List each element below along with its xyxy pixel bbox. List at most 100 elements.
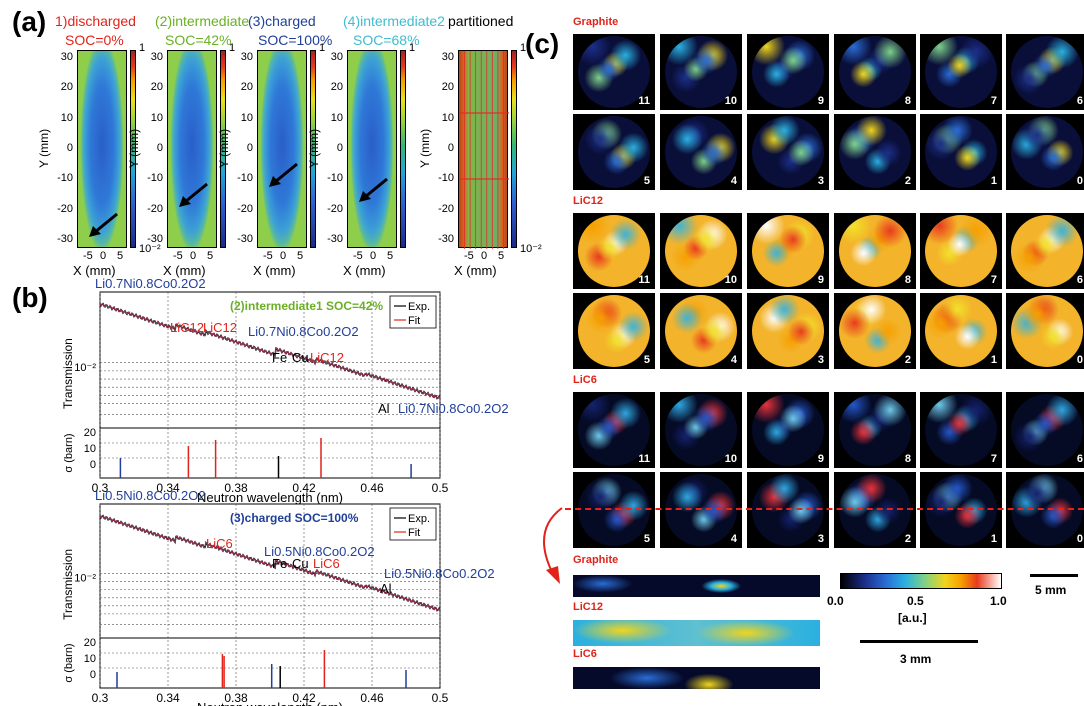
y-tick: -10	[57, 172, 73, 185]
tomogram-disc	[839, 295, 911, 367]
x-tick: 0.34	[156, 691, 180, 705]
tomogram-tile: 0	[1006, 114, 1084, 190]
sigma-frame	[99, 427, 441, 479]
section-title: LiC12	[573, 601, 603, 613]
x-axis-label: X (mm)	[253, 263, 296, 278]
tomogram-tile: 9	[747, 213, 829, 289]
slice-number: 3	[817, 175, 824, 187]
state-title: (3)charged	[248, 13, 316, 29]
slice-number: 9	[817, 95, 824, 107]
x-tick: 0.5	[432, 691, 449, 705]
slice-number: 3	[817, 354, 824, 366]
annotation-label: LiC12	[310, 350, 344, 365]
y-tick: -10	[438, 172, 454, 185]
annotation-label: LiC12	[203, 320, 237, 335]
arrow-icon	[359, 177, 388, 202]
y-tick: 0	[156, 142, 163, 154]
colorbar-max: 1	[229, 42, 236, 54]
y-tick: -20	[327, 202, 343, 215]
tomogram-disc	[665, 215, 737, 287]
slice-number: 5	[643, 354, 650, 366]
tomogram-disc	[1011, 215, 1083, 287]
x-tick: 0.42	[292, 691, 316, 705]
y-tick: 30	[150, 51, 163, 63]
tomogram-disc	[665, 36, 737, 108]
y-tick: 10⁻²	[74, 573, 96, 585]
slice-number: 1	[990, 175, 997, 187]
tomogram-tile: 11	[573, 213, 655, 289]
colorbar-min: 10⁻²	[139, 243, 161, 255]
slice-number: 6	[1076, 95, 1083, 107]
y-tick: 30	[330, 51, 343, 63]
tomogram-tile: 8	[834, 392, 916, 468]
legend-label: Exp.	[408, 513, 430, 525]
tomogram-tile: 2	[834, 472, 916, 548]
y-tick: 0	[246, 142, 253, 154]
section-strip	[573, 575, 820, 597]
scale-label-3mm: 3 mm	[900, 652, 932, 666]
x-tick: 0.42	[292, 481, 316, 495]
sigma-tick: 20	[84, 637, 96, 649]
x-tick: 0.38	[224, 481, 248, 495]
colorbar-max: 1	[319, 42, 326, 54]
y-tick: 30	[60, 51, 73, 63]
annotation-label: LiC12	[170, 320, 204, 335]
legend-box	[389, 507, 437, 541]
y-tick: 10	[150, 111, 163, 124]
annotation-label: LiC6	[206, 536, 233, 551]
tomogram-tile: 1	[920, 114, 1002, 190]
colorbar-horizontal	[840, 573, 1002, 589]
section-title: LiC6	[573, 648, 597, 660]
sigma-tick: 10	[84, 653, 96, 665]
x-tick: 0.46	[360, 481, 384, 495]
slice-number: 4	[730, 533, 737, 545]
y-tick: 10	[441, 111, 454, 124]
panel-b-plots: 0.3 0.34 0.38 0.42 0.46 0.5 20 10 0 10⁻² Neutron w…	[61, 276, 509, 706]
y-tick: 0	[447, 142, 454, 154]
scale-label-5mm: 5 mm	[1035, 583, 1067, 597]
curved-arrow-icon	[543, 507, 563, 584]
x-tick: 0.46	[360, 691, 384, 705]
slice-number: 5	[643, 175, 650, 187]
slice-number: 6	[1076, 453, 1083, 465]
tomogram-disc	[839, 116, 911, 188]
arrow-icon	[269, 162, 298, 187]
y-tick: 20	[60, 81, 73, 94]
tomogram-tile: 3	[747, 472, 829, 548]
tomogram-disc	[1011, 116, 1083, 188]
tomogram-tile: 0	[1006, 293, 1084, 369]
tomogram-disc	[839, 474, 911, 546]
slice-number: 1	[990, 354, 997, 366]
tomogram-disc	[665, 295, 737, 367]
annotation-label: LiC6	[313, 556, 340, 571]
tomogram-tile: 4	[660, 114, 742, 190]
colorbar	[310, 50, 316, 248]
state-title: (2)intermediate	[155, 13, 250, 29]
y-tick: 0	[336, 142, 343, 154]
plot-header: (2)intermediate1 SOC=42%	[230, 299, 383, 313]
slice-marker-line	[565, 508, 1084, 510]
tomogram-disc	[665, 116, 737, 188]
x-tick: -5	[263, 250, 273, 262]
tomogram-tile: 2	[834, 293, 916, 369]
section-strip	[573, 620, 820, 646]
tomogram-disc	[578, 36, 650, 108]
y-tick: 20	[150, 81, 163, 94]
tomogram-disc	[752, 116, 824, 188]
colorbar	[220, 50, 226, 248]
tomogram-tile: 10	[660, 392, 742, 468]
colorbar-tick: 0.5	[907, 594, 924, 608]
tomogram-tile: 4	[660, 293, 742, 369]
scale-bar-5mm	[1030, 574, 1078, 577]
transmission-map	[347, 50, 397, 248]
panel-a-letter: (a)	[12, 6, 47, 37]
state-title: (4)intermediate2	[343, 13, 445, 29]
x-tick: 0.3	[92, 481, 109, 495]
annotation-label: Fe	[272, 350, 287, 365]
slice-number: 3	[817, 533, 824, 545]
x-tick: -5	[173, 250, 183, 262]
y-tick: 10	[330, 111, 343, 124]
fit-curve	[99, 303, 441, 399]
y-tick: 20	[441, 81, 454, 94]
slice-number: 11	[638, 453, 650, 465]
